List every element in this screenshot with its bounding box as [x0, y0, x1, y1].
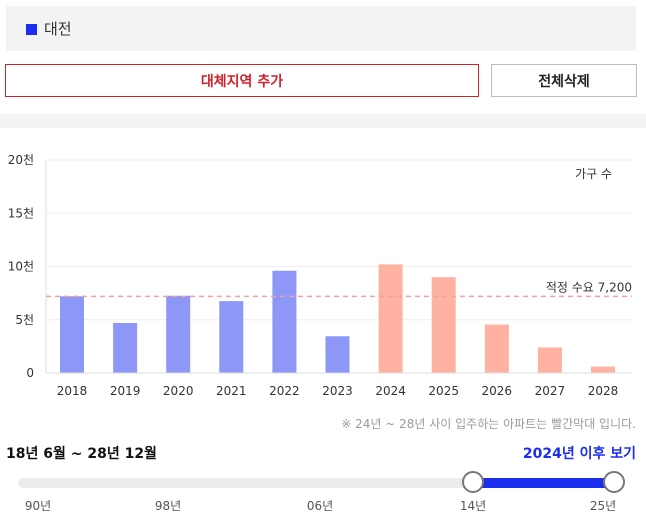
x-tick-label: 2025	[428, 384, 459, 398]
slider-tick-label: 98년	[154, 499, 182, 513]
slider-tick-label: 90년	[24, 499, 52, 513]
add-alternate-region-button[interactable]: 대체지역 추가	[5, 64, 479, 97]
x-tick-label: 2020	[163, 384, 194, 398]
slider-handle-start[interactable]	[462, 471, 484, 493]
bar	[431, 277, 456, 373]
slider-tick-label: 14년	[459, 499, 487, 513]
y-tick-label: 20천	[8, 152, 34, 167]
slider-handle-end[interactable]	[603, 471, 625, 493]
bar	[166, 295, 191, 373]
delete-all-button[interactable]: 전체삭제	[491, 64, 637, 97]
x-tick-label: 2023	[322, 384, 353, 398]
bar	[591, 366, 615, 373]
axis-layer: 0 5천 10천 15천 20천 2018 2019 2020 2021 2022 2023 2024…	[8, 152, 632, 398]
note-text: ※ 24년 ~ 28년 사이 입주하는 아파트는 빨간막대 입니다.	[341, 417, 636, 431]
slider-tick-label: 06년	[306, 499, 334, 513]
region-name: 대전	[44, 20, 72, 38]
y-tick-label: 5천	[15, 312, 34, 327]
bar	[272, 270, 297, 373]
x-tick-label: 2024	[375, 384, 406, 398]
bar	[537, 347, 562, 373]
y-tick-label: 10천	[8, 259, 34, 274]
slider-selected-range	[472, 478, 614, 488]
x-tick-label: 2028	[588, 384, 619, 398]
bar	[113, 322, 138, 373]
bar	[484, 324, 509, 373]
y-tick-label: 0	[26, 366, 34, 380]
reference-line-label: 적정 수요 7,200	[546, 280, 632, 294]
slider-tick-label: 25년	[589, 499, 617, 513]
y-tick-label: 15천	[8, 205, 34, 220]
section-divider	[0, 114, 646, 128]
x-tick-label: 2026	[482, 384, 513, 398]
bar-layer	[60, 264, 615, 373]
bar	[60, 296, 84, 373]
slider-track[interactable]	[18, 478, 618, 488]
bar-chart: 0 5천 10천 15천 20천 2018 2019 2020 2021 2022 2023 2024…	[8, 152, 632, 398]
region-legend-square	[26, 24, 37, 35]
x-tick-label: 2027	[535, 384, 566, 398]
bar	[378, 264, 403, 373]
bar	[325, 336, 350, 373]
unit-label: 가구 수	[575, 167, 612, 181]
x-tick-label: 2018	[57, 384, 88, 398]
bar	[219, 301, 244, 373]
region-panel: 대전	[6, 6, 636, 51]
view-since-2024-link[interactable]: 2024년 이후 보기	[522, 446, 636, 462]
x-tick-label: 2022	[269, 384, 300, 398]
period-label: 18년 6월 ~ 28년 12월	[6, 446, 157, 462]
x-tick-label: 2019	[110, 384, 141, 398]
x-tick-label: 2021	[216, 384, 247, 398]
